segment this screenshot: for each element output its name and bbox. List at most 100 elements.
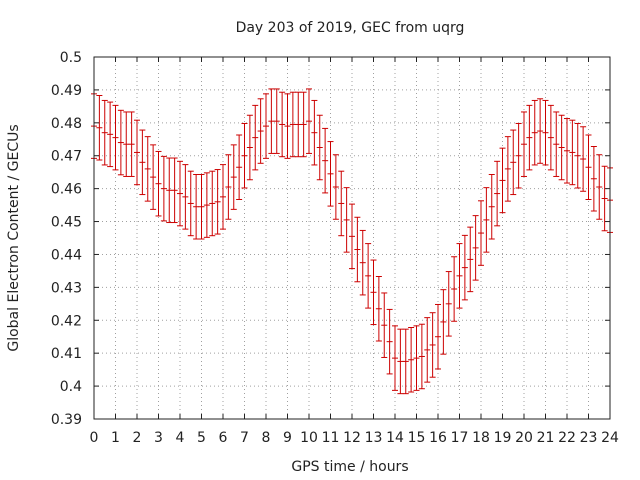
- error-bar-point: [209, 170, 216, 237]
- x-tick-label: 7: [240, 430, 249, 446]
- error-bar-point: [230, 144, 237, 210]
- error-bar-point: [483, 187, 490, 253]
- error-bar-point: [521, 111, 527, 177]
- error-bar-point: [123, 111, 130, 177]
- error-bar-point: [295, 91, 302, 158]
- x-tick-label: 10: [300, 430, 318, 446]
- x-tick-label: 1: [111, 430, 120, 446]
- y-tick-label: 0.45: [51, 215, 82, 231]
- error-bar-point: [413, 325, 420, 391]
- error-bar-point: [494, 160, 501, 227]
- error-bar-point: [601, 165, 608, 232]
- error-bar-point: [386, 308, 393, 375]
- error-bar-point: [155, 150, 162, 217]
- error-bar-point: [193, 173, 200, 240]
- error-bar-point: [365, 243, 372, 309]
- error-bar-point: [547, 104, 554, 171]
- x-tick-label: 6: [219, 430, 228, 446]
- error-bar-point: [553, 111, 560, 177]
- x-tick-label: 18: [472, 430, 490, 446]
- error-bar-point: [590, 146, 597, 212]
- error-bar-point: [279, 91, 286, 158]
- error-bar-point: [402, 328, 409, 395]
- x-tick-label: 24: [601, 430, 619, 446]
- error-bar-point: [150, 144, 157, 210]
- y-tick-label: 0.43: [51, 280, 82, 296]
- error-bar-point: [241, 122, 248, 189]
- y-tick-label: 0.4: [60, 379, 82, 395]
- x-tick-label: 21: [537, 430, 555, 446]
- error-bar-point: [112, 104, 119, 171]
- error-bar-point: [322, 127, 329, 194]
- error-bar-point: [504, 136, 511, 202]
- plot-frame: [93, 56, 611, 420]
- x-tick-label: 3: [154, 430, 163, 446]
- y-tick-label: 0.41: [51, 346, 82, 362]
- error-bar-point: [510, 129, 517, 196]
- error-bar-point: [252, 104, 259, 171]
- error-bar-point: [263, 93, 269, 159]
- x-tick-label: 22: [558, 430, 576, 446]
- error-bar-point: [134, 119, 140, 186]
- error-bar-point: [424, 317, 431, 383]
- error-bar-point: [171, 157, 178, 224]
- error-bar-point: [160, 155, 167, 222]
- x-tick-label: 20: [515, 430, 533, 446]
- error-bar-point: [327, 141, 334, 207]
- error-bar-point: [311, 99, 318, 166]
- y-tick-label: 0.44: [51, 247, 82, 263]
- x-tick-label: 2: [133, 430, 142, 446]
- y-tick-label: 0.42: [51, 313, 82, 329]
- error-bar-point: [456, 243, 463, 309]
- data-series: [91, 88, 613, 395]
- error-bar-point: [177, 160, 183, 227]
- error-bar-point: [569, 119, 576, 186]
- error-bar-point: [537, 98, 544, 164]
- x-tick-label: 14: [386, 430, 404, 446]
- error-bar-point: [182, 164, 189, 230]
- error-bar-point: [198, 173, 205, 240]
- error-bar-point: [268, 88, 275, 154]
- error-bar-point: [316, 114, 323, 181]
- error-bar-point: [117, 109, 124, 176]
- x-tick-label: 4: [176, 430, 185, 446]
- x-tick-label: 11: [322, 430, 340, 446]
- error-bar-point: [451, 256, 458, 322]
- error-bar-point: [488, 173, 495, 240]
- error-bar-point: [526, 104, 533, 171]
- error-bar-point: [478, 200, 484, 266]
- x-tick-label: 19: [494, 430, 512, 446]
- error-bar-point: [445, 271, 452, 337]
- error-bar-point: [236, 134, 243, 200]
- error-bar-point: [139, 129, 146, 196]
- x-tick-label: 13: [365, 430, 383, 446]
- error-bar-point: [257, 98, 264, 164]
- y-tick-label: 0.47: [51, 149, 82, 165]
- error-bar-point: [435, 303, 441, 370]
- y-tick-label: 0.49: [51, 83, 82, 99]
- error-bar-point: [574, 122, 581, 189]
- x-tick-label: 16: [429, 430, 447, 446]
- tick-labels: 0 1 2 3 4 5 6 7 8 9 10 11 12 13 14 15 16 17 18 19 20 21 22 23 24…: [51, 50, 619, 446]
- error-bar-point: [273, 88, 280, 154]
- error-bar-point: [429, 312, 436, 378]
- x-tick-label: 23: [580, 430, 598, 446]
- error-bar-point: [332, 154, 339, 220]
- error-bar-point: [440, 289, 447, 355]
- y-axis-label: Global Electron Content / GECUs: [6, 124, 22, 351]
- x-axis-label: GPS time / hours: [291, 459, 408, 475]
- error-bar-point: [585, 134, 592, 200]
- error-bar-point: [381, 292, 388, 358]
- error-bar-point: [343, 187, 350, 253]
- y-tick-label: 0.48: [51, 116, 82, 132]
- x-tick-label: 12: [343, 430, 361, 446]
- error-bar-point: [187, 170, 194, 237]
- error-bar-point: [472, 215, 479, 281]
- chart-title: Day 203 of 2019, GEC from uqrg: [236, 20, 465, 36]
- error-bar-point: [392, 325, 398, 391]
- error-bar-point: [564, 118, 570, 184]
- error-bar-point: [203, 172, 210, 238]
- error-bar-point: [418, 323, 425, 390]
- x-tick-label: 5: [197, 430, 206, 446]
